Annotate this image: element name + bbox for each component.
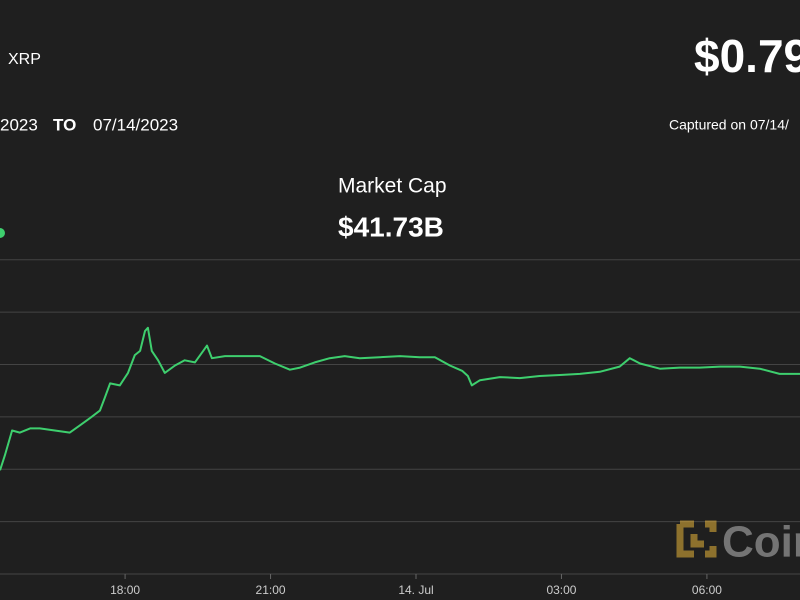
metric-value: $41.73B: [338, 211, 444, 242]
plot: [0, 326, 800, 471]
captured: Captured on 07/14/: [669, 117, 789, 133]
x-tick-label: 06:00: [692, 583, 722, 597]
x-tick-label: 03:00: [546, 583, 576, 597]
logo-icon: [676, 520, 717, 558]
logo: Coin: [676, 518, 800, 567]
x-tick-label: 18:00: [110, 583, 140, 597]
price: $0.79: [694, 30, 800, 82]
metric-label: Market Cap: [338, 175, 447, 198]
date-sep: TO: [53, 115, 76, 134]
grid: 18:00 21:00 14. Jul 03:00 06:00: [0, 259, 800, 597]
logo-text: Coin: [722, 518, 800, 567]
date-to: 07/14/2023: [93, 115, 178, 134]
asset: XRP: [8, 51, 41, 68]
date-from: 2023: [0, 115, 38, 134]
x-tick-label: 14. Jul: [398, 583, 433, 597]
price-line: [0, 326, 800, 471]
indicator-dot: [0, 228, 5, 238]
x-tick-label: 21:00: [256, 583, 286, 597]
